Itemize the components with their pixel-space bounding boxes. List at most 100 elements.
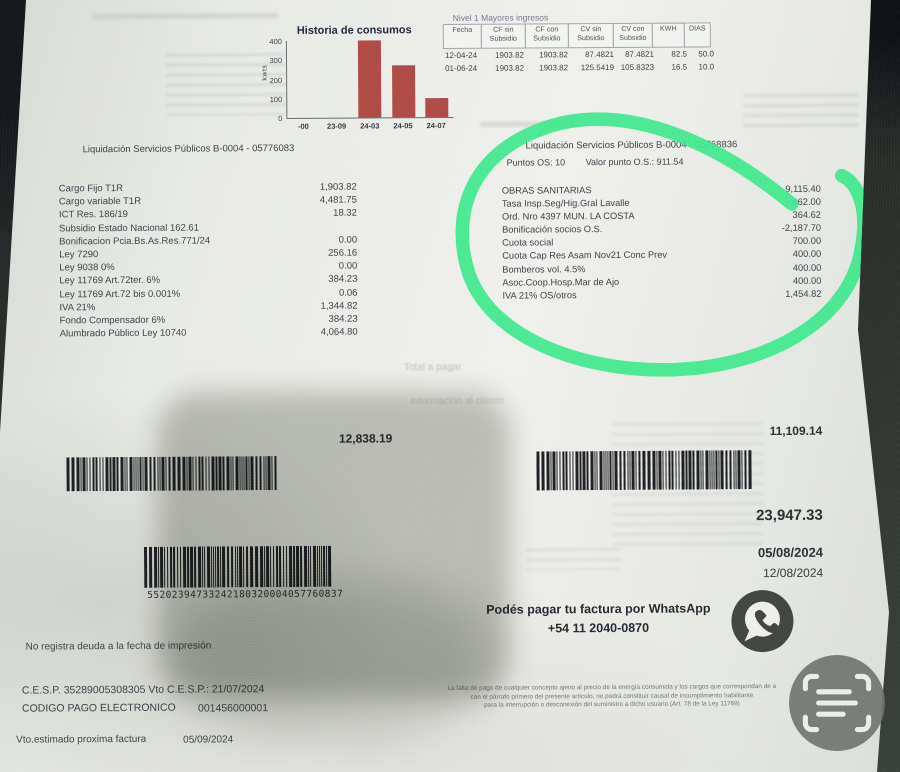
charge-label: Fondo Compensador 6%: [59, 314, 166, 327]
charge-label: Cuota social: [502, 237, 554, 249]
chart-x-tick-label: 23-09: [326, 121, 347, 131]
charge-amount: 0.00: [338, 234, 358, 246]
charge-amount: 400.00: [792, 275, 822, 286]
left-charges-list: Cargo Fijo T1R 1,903.82 Cargo variable T1R…: [59, 182, 358, 342]
table-header-cell: KWH: [651, 22, 685, 48]
grand-total: 23,947.33: [756, 506, 823, 525]
table-cell: 125.5419: [580, 62, 615, 73]
payment-barcode-number: 55202394733242180320004057760837: [147, 588, 344, 601]
table-header-cell: Fecha: [442, 23, 482, 50]
charge-label: Ley 11769 Art.72ter. 6%: [59, 275, 161, 287]
scan-frame-icon: [802, 673, 872, 733]
table-header-cell: CF con Subsidio: [524, 23, 569, 49]
table-header-cell: DIAS: [683, 22, 711, 48]
charge-label: Bonificacion Pcia.Bs.As.Res.771/24: [59, 235, 211, 248]
charge-amount: 4,064.80: [320, 326, 358, 338]
table-header-cell: CV con Subsidio: [612, 22, 653, 48]
fine-print-line: para la interrupción o desconexión del s…: [484, 700, 740, 709]
charge-label: Ley 11769 Art.72 bis 0.001%: [59, 288, 181, 300]
charge-amount: -2,187.70: [781, 223, 822, 234]
table-cell: 1903.82: [495, 63, 525, 73]
charge-label: Bonificación socios O.S.: [502, 224, 603, 235]
os-point-value: Valor punto O.S.: 911.54: [585, 156, 684, 168]
table-header-cell: CF sin Subsidio: [480, 23, 526, 49]
chart-bar: [391, 65, 415, 118]
next-bill-due-value: 05/09/2024: [183, 734, 234, 746]
charge-label: Cuota Cap Res Asam Nov21 Conc Prev: [502, 250, 668, 262]
legal-fine-print: La falta de pago de cualquier concepto a…: [406, 683, 818, 711]
no-debt-note: No registra deuda a la fecha de impresió…: [25, 640, 212, 653]
charge-label: Alumbrado Público Ley 10740: [59, 327, 187, 340]
chart-y-ticks: 400 300 200 100 0: [0, 0, 889, 123]
chart-y-tick-label: 400: [269, 37, 282, 47]
table-cell: 16.5: [671, 62, 688, 72]
table-cell: 87.4821: [585, 49, 615, 60]
charge-label: Asoc.Coop.Hosp.Mar de Ajo: [502, 276, 620, 288]
table-cell: 105.8323: [620, 62, 655, 72]
charge-label: Ley 7290: [59, 249, 99, 261]
table-cell: 50.0: [698, 49, 715, 59]
table-header-cell: CV sin Subsidio: [567, 22, 614, 49]
table-cell: 12-04-24: [444, 50, 478, 61]
cesp-line: C.E.S.P. 35289005308305 Vto C.E.S.P.: 21…: [21, 683, 265, 697]
charge-amount: 4,481.75: [319, 194, 357, 206]
charge-amount: 700.00: [792, 236, 822, 247]
right-section-total: 11,109.14: [769, 423, 823, 439]
charge-label: Cargo Fijo T1R: [58, 182, 124, 195]
charge-label: Subsidio Estado Nacional 162.61: [58, 222, 200, 234]
charge-row: IVA 21% OS/otros 1,454.82: [502, 288, 821, 303]
chart-y-tick-label: 300: [269, 56, 283, 66]
consumption-bar-chart: [285, 39, 454, 119]
electronic-payment-code-label: CODIGO PAGO ELECTRONICO: [21, 701, 176, 715]
next-bill-due-label: Vto.estimado proxima factura: [16, 733, 147, 746]
chart-y-tick-label: 100: [269, 94, 283, 104]
table-cell: 1903.82: [495, 50, 525, 60]
charge-row: Alumbrado Público Ley 10740 4,064.80: [60, 327, 358, 342]
table-title: Nivel 1 Mayores ingresos: [452, 12, 549, 23]
chart-title: Historia de consumos: [296, 24, 412, 37]
charge-amount: 0.06: [338, 287, 358, 299]
charge-amount: 18.32: [333, 207, 357, 220]
whatsapp-payment-line2: +54 11 2040-0870: [547, 620, 650, 636]
charge-amount: 400.00: [792, 262, 822, 273]
table-cell: 87.4821: [625, 49, 655, 59]
info-cliente-faint-label: Información al cliente: [410, 395, 505, 408]
charge-amount: 462.00: [792, 196, 821, 207]
bleed-through-block: [525, 547, 622, 571]
second-due-date: 12/08/2024: [763, 565, 824, 581]
charge-label: Bomberos vol. 4.5%: [502, 263, 586, 275]
charge-label: OBRAS SANITARIAS: [501, 185, 592, 196]
whatsapp-icon: [731, 590, 794, 653]
chart-x-tick-label: 24-03: [360, 121, 380, 131]
os-points-line: Puntos OS: 10 Valor punto O.S.: 911.54: [507, 157, 684, 168]
table-cell: 1903.82: [539, 63, 569, 73]
table-cell: 10.0: [698, 62, 715, 72]
charge-label: Tasa Insp.Seg/Hig.Gral Lavalle: [501, 197, 630, 209]
chart-x-labels: -00 23-09 24-03 24-05 24-07: [0, 0, 889, 131]
right-charges-list: OBRAS SANITARIAS 9,115.40 Tasa Insp.Seg/Hi…: [502, 184, 822, 304]
charge-label: Ord. Nro 4397 MUN. LA COSTA: [501, 211, 635, 222]
left-liquidation-header: Liquidación Servicios Públicos B-0004 - …: [82, 142, 295, 156]
table-cell: 1903.82: [539, 50, 569, 60]
table-cell: 82.5: [671, 49, 688, 59]
charge-label: IVA 21%: [59, 301, 96, 314]
chart-x-tick-label: -00: [297, 121, 309, 131]
charge-amount: 0.00: [338, 260, 358, 272]
chart-x-tick-label: 24-07: [426, 121, 446, 131]
scan-document-button[interactable]: [786, 652, 888, 754]
charge-amount: 9,115.40: [785, 183, 821, 194]
charge-amount: 364.62: [792, 209, 821, 221]
charge-amount: 256.16: [328, 247, 358, 259]
charge-amount: 384.23: [328, 313, 358, 325]
right-liquidation-header: Liquidación Servicios Públicos B-0004 - …: [525, 139, 738, 152]
electronic-payment-code-value: 001456000001: [197, 702, 269, 715]
total-a-pagar-faint-label: Total a pagar: [403, 361, 462, 374]
charge-label: Cargo variable T1R: [58, 196, 142, 208]
whatsapp-payment-line1: Podés pagar tu factura por WhatsApp: [486, 601, 711, 617]
charge-label: ICT Res. 186/19: [58, 209, 128, 221]
charge-amount: 384.23: [328, 273, 358, 286]
charge-amount: 1,344.82: [320, 300, 358, 312]
